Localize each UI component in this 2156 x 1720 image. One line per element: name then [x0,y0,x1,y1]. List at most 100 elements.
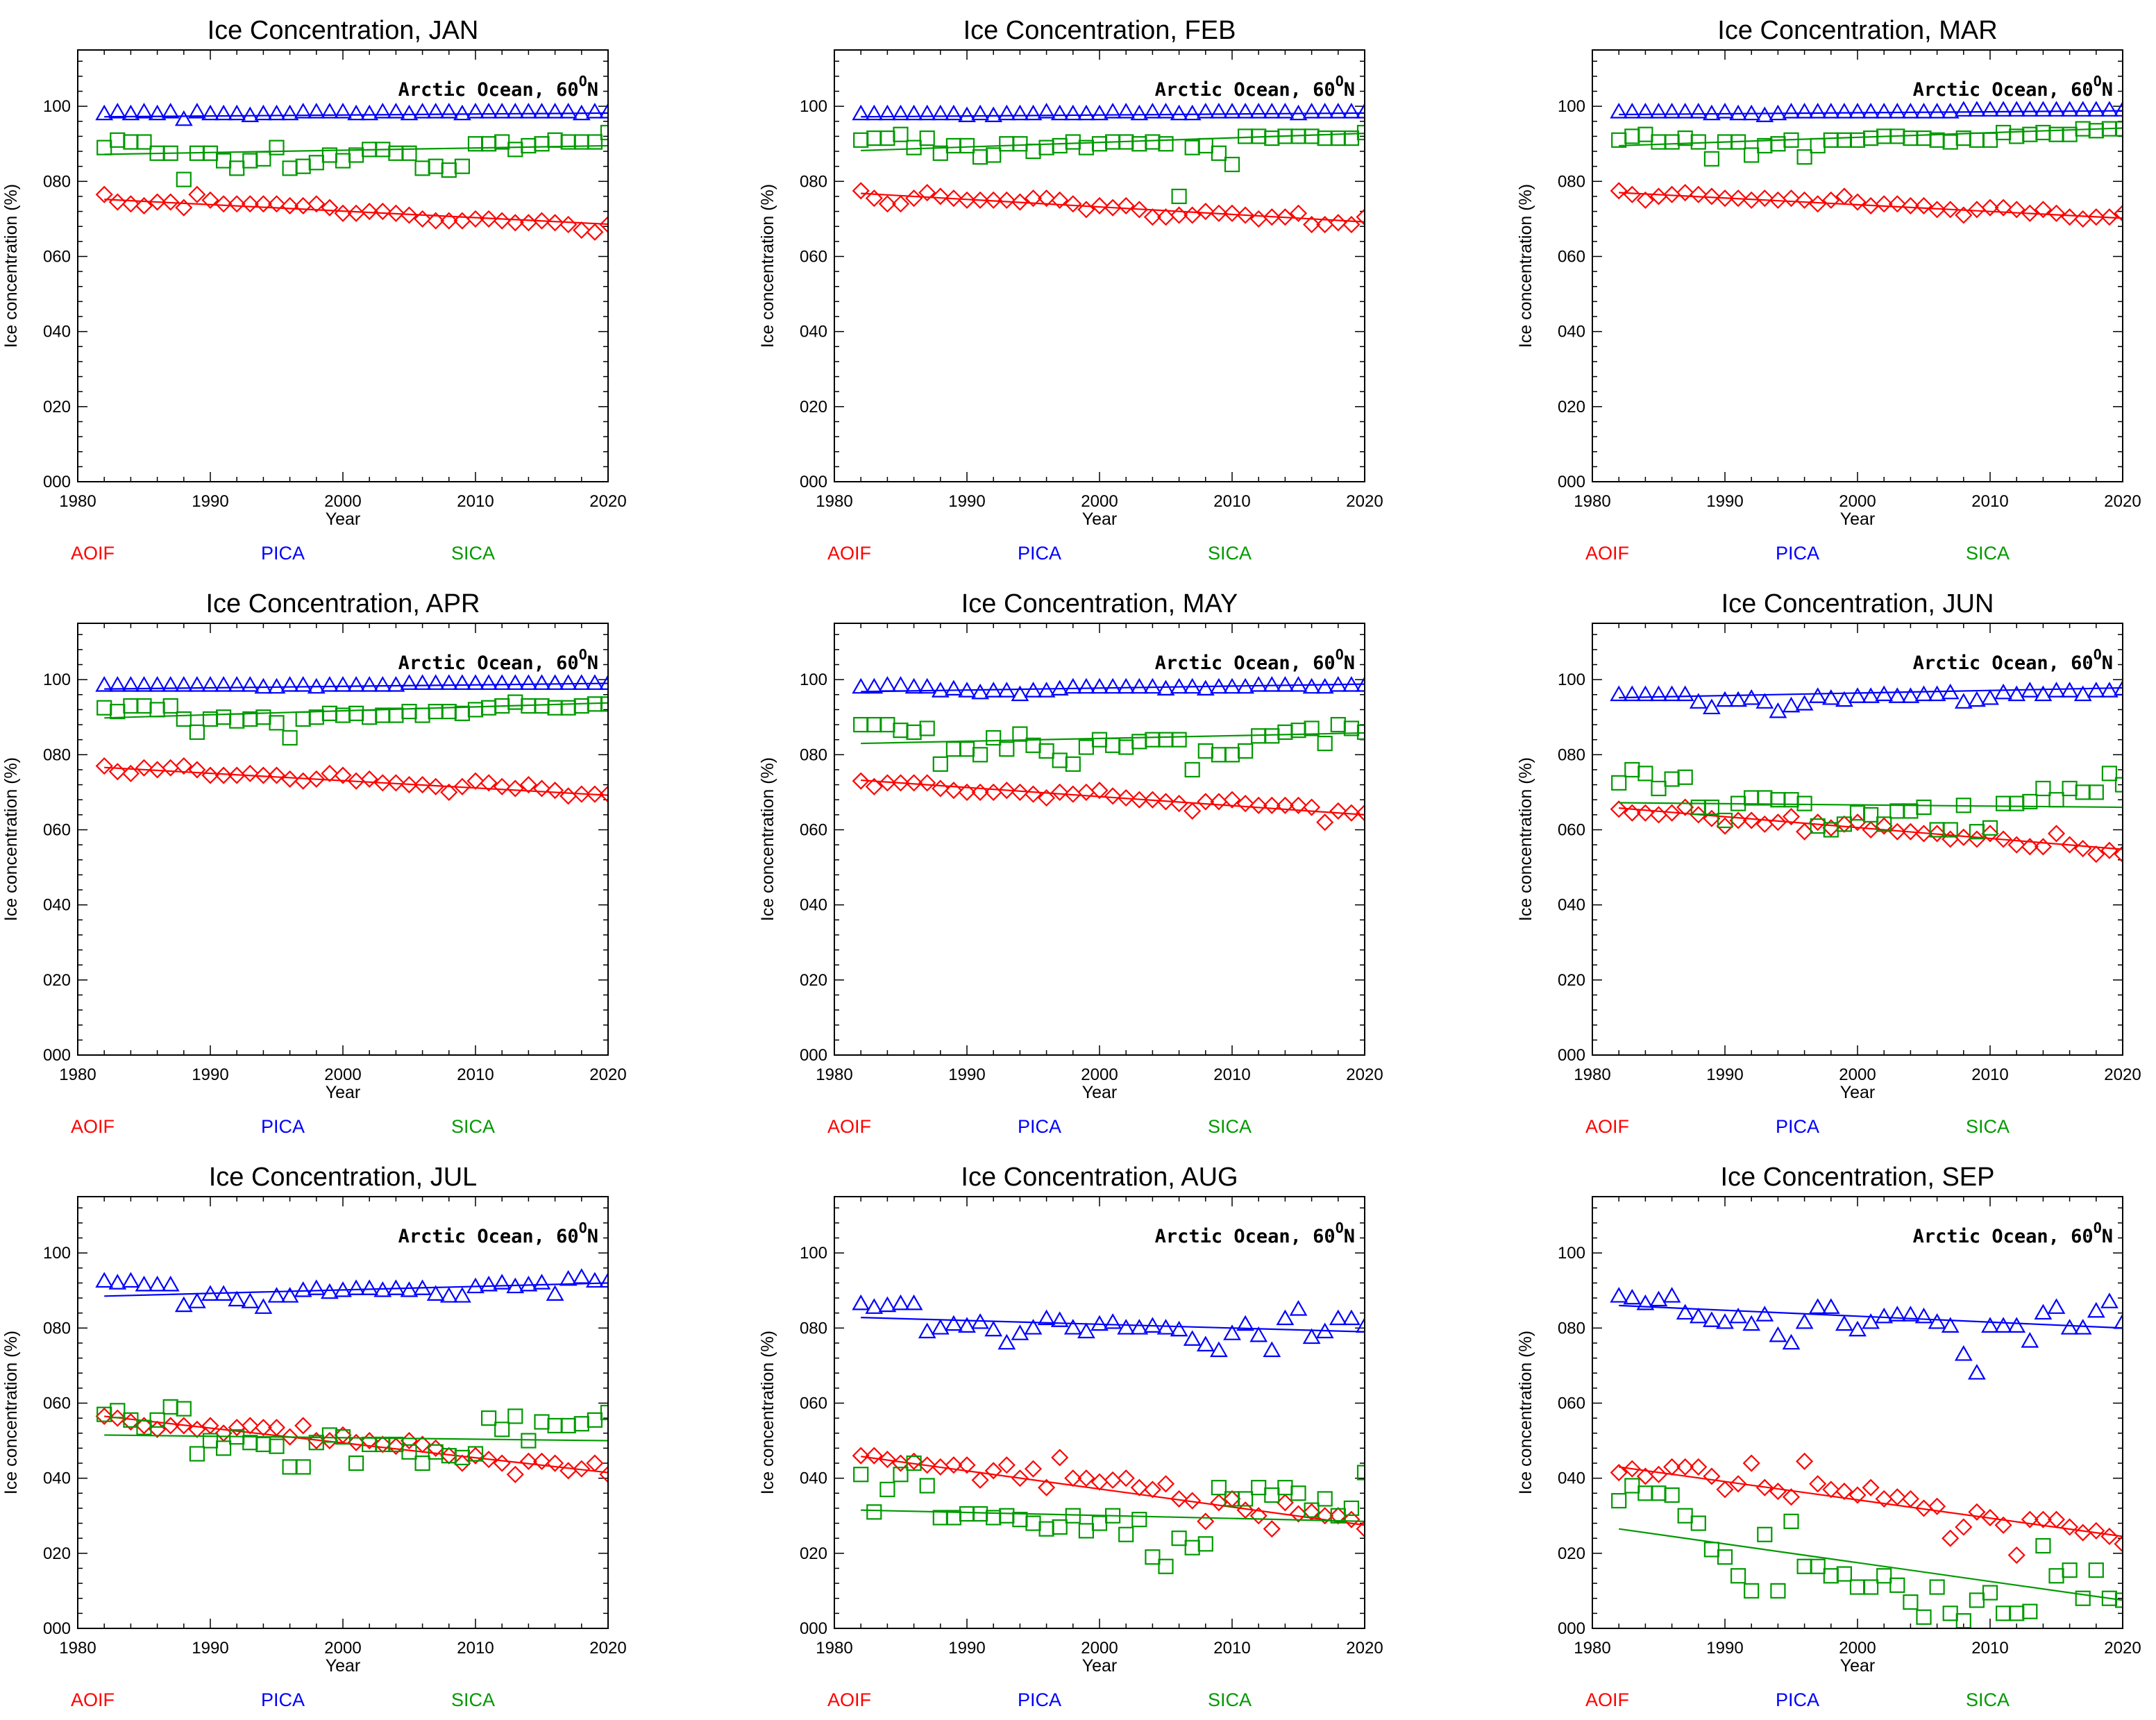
series-aoif [95,1407,607,1483]
marker-sica [1783,1513,1799,1529]
marker-sica [136,134,152,150]
marker-aoif [878,1451,896,1469]
marker-sica [1052,1519,1068,1535]
marker-pica [1223,103,1241,119]
series-aoif [1610,182,2122,228]
legend-entry-aoif: AOIF [827,1116,871,1137]
marker-aoif [1875,817,1893,835]
trend-line-pica [1619,686,2122,699]
marker-pica [1808,687,1827,703]
marker-sica [1065,1508,1081,1524]
marker-sica [1823,1568,1839,1584]
marker-pica [958,682,976,698]
marker-aoif [95,1407,113,1425]
marker-aoif [918,774,936,792]
legend-entry-sica: SICA [1966,1689,2010,1710]
marker-sica [1145,1549,1161,1565]
marker-aoif [2034,1510,2052,1528]
marker-sica [906,140,922,155]
marker-pica [1808,1298,1827,1314]
marker-aoif [1703,187,1721,205]
marker-aoif [1329,214,1347,232]
marker-aoif [1663,1458,1681,1476]
marker-sica [149,1412,165,1428]
x-tick-label: 2010 [1971,1639,2008,1658]
marker-pica [997,1333,1016,1350]
marker-pica [1848,103,1867,119]
marker-pica [121,676,140,692]
legend-entry-sica: SICA [451,1116,495,1137]
marker-sica [1251,1480,1267,1496]
legend-entry-sica: SICA [1208,543,1252,564]
x-tick-label: 2010 [1971,1065,2008,1084]
marker-pica [1143,1317,1162,1333]
marker-pica [1914,685,1933,702]
marker-aoif [1703,1467,1721,1485]
y-tick-label: 100 [1558,671,1585,689]
y-tick-label: 020 [1558,971,1585,990]
marker-pica [852,1294,870,1310]
y-tick-label: 100 [800,97,827,116]
chart-panel-9: Ice Concentration, SEP 1980 1990 2000 2010 20… [1516,1163,2141,1710]
marker-sica [1304,128,1320,144]
marker-aoif [984,1462,1002,1480]
marker-aoif [1835,1483,1853,1501]
marker-pica [945,104,963,121]
marker-pica [1156,1319,1175,1335]
marker-sica [1012,136,1028,152]
marker-aoif [1170,795,1188,813]
data-layer [852,103,1364,234]
x-tick-label: 2000 [324,1065,361,1084]
marker-aoif [1143,791,1161,809]
marker-aoif [1928,1497,1946,1515]
marker-pica [1968,101,1986,117]
chart-panel-7: Ice Concentration, JUL 1980 1990 2000 2010 20… [1,1163,627,1710]
marker-sica [547,700,563,716]
marker-aoif [466,210,485,228]
marker-aoif [228,1419,246,1437]
marker-aoif [2114,1535,2122,1552]
marker-sica [467,702,484,718]
region-annotation: Arctic Ocean, 60ON [398,646,598,674]
marker-aoif [1156,793,1175,811]
marker-pica [572,1268,591,1284]
marker-sica [1065,134,1081,150]
marker-pica [984,682,1003,698]
marker-sica [414,707,430,723]
marker-sica [1996,795,2012,811]
marker-sica [972,747,988,763]
marker-pica [1289,1300,1308,1316]
marker-aoif [149,193,167,211]
x-tick-label: 2000 [1839,1065,1876,1084]
series-sica [1611,121,2122,167]
marker-aoif [932,187,950,205]
marker-sica [229,713,245,729]
marker-aoif [1051,783,1069,801]
trend-line-sica [861,1509,1364,1522]
marker-sica [986,147,1002,163]
marker-pica [2034,1304,2053,1320]
marker-aoif [1690,806,1708,824]
x-tick-label: 2010 [457,492,494,511]
marker-pica [321,103,339,119]
marker-pica [1156,680,1175,696]
marker-sica [587,1412,603,1428]
marker-aoif [1968,1503,1986,1521]
marker-aoif [1729,1475,1747,1493]
marker-sica [1224,747,1240,763]
marker-aoif [360,770,378,789]
marker-pica [572,104,591,121]
marker-pica [1077,1322,1095,1339]
marker-sica [1651,780,1667,797]
marker-sica [2022,793,2038,810]
marker-aoif [1822,191,1840,209]
x-tick-label: 1980 [816,1639,852,1658]
marker-aoif [241,1417,259,1435]
y-tick-label: 060 [800,820,827,839]
marker-aoif [334,1426,352,1444]
annotation-text: Arctic Ocean, 60 [1155,79,1336,101]
annotation-suffix: N [1344,1226,1355,1247]
y-tick-label: 060 [1558,1394,1585,1413]
marker-aoif [1981,825,1999,843]
marker-pica [559,1270,578,1286]
